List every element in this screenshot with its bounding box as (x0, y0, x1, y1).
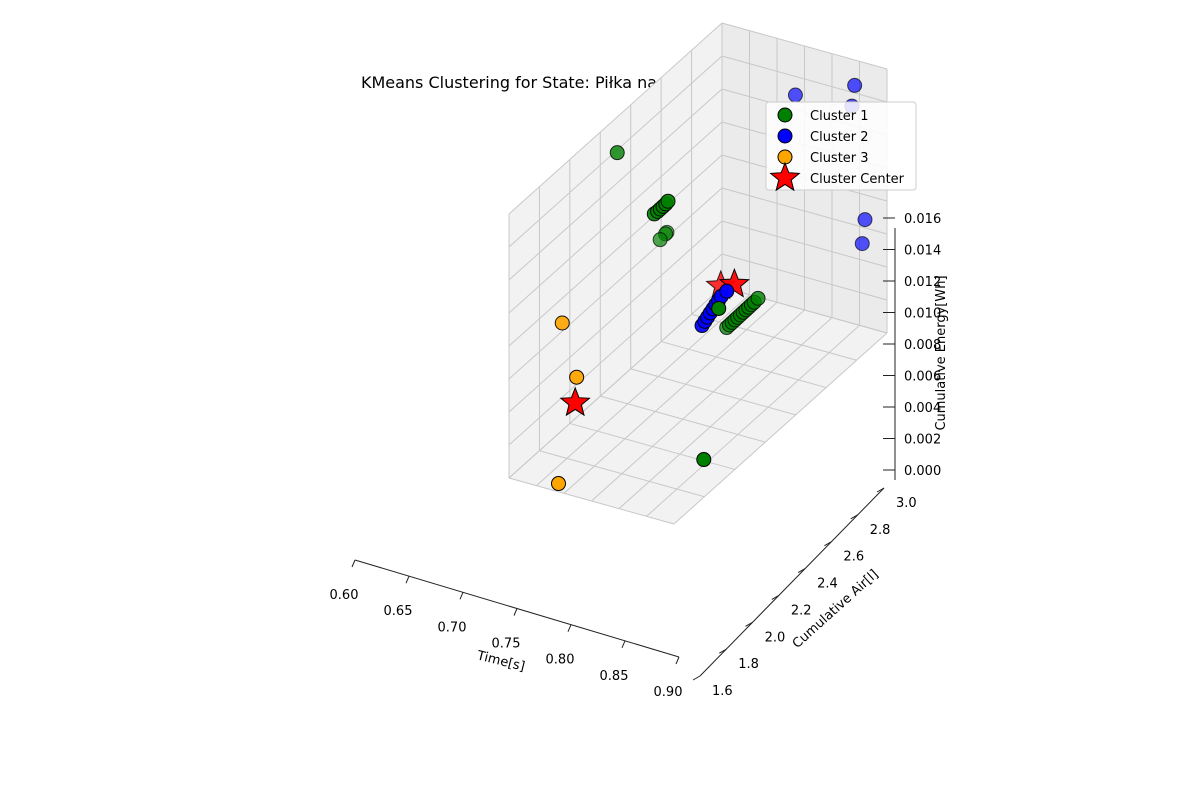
x-tick-mark (405, 575, 410, 584)
cluster-2-point (854, 236, 870, 252)
cluster-3-point (551, 476, 566, 492)
grid-line-z (508, 88, 723, 281)
legend-label: Cluster 2 (810, 130, 869, 145)
y-tick-mark (692, 675, 701, 681)
y-tick-label: 1.6 (712, 684, 733, 699)
y-tick-mark (719, 648, 727, 654)
legend-marker (777, 107, 793, 123)
legend: Cluster 1 Cluster 2 Cluster 3 Cluster Cente… (765, 101, 917, 192)
grid-line-y (630, 368, 796, 416)
legend-marker (777, 128, 793, 144)
y-tick-label: 2.0 (765, 630, 786, 645)
y-tick-mark (824, 541, 832, 547)
y-tick-label: 2.4 (817, 577, 838, 592)
y-tick-label: 2.2 (791, 603, 812, 618)
x-tick-mark (567, 624, 572, 632)
grid-line-y (539, 450, 705, 498)
grid-line-x (646, 324, 860, 517)
x-tick-mark (513, 608, 518, 616)
cluster-3-point (554, 315, 570, 331)
cluster-3-point (569, 369, 585, 385)
grid-line-z (508, 121, 723, 314)
cluster-1-point (652, 232, 668, 248)
z-tick-label: 0.006 (904, 370, 941, 385)
axis-ticks: 0.60 0.65 0.70 0.75 0.80 0.85 0.90 1.6 1.8 2.0 2.2… (330, 212, 942, 700)
legend-star-marker (769, 161, 801, 192)
axis-panes (509, 23, 887, 524)
grid-line-z (721, 22, 888, 70)
data-points (551, 77, 873, 492)
grid-line-y (600, 395, 766, 443)
grid-line-z (508, 154, 723, 347)
x-tick-label: 0.70 (438, 620, 467, 635)
legend-label: Cluster 3 (810, 151, 869, 166)
cluster-1-point (711, 300, 727, 316)
cluster-2-point (857, 212, 873, 228)
grid-line-z (721, 253, 888, 301)
x-tick-label: 0.85 (600, 669, 629, 684)
y-tick-mark (797, 568, 806, 574)
y-tick-label: 2.8 (870, 523, 891, 538)
grid-line-z (721, 286, 888, 334)
z-tick-label: 0.004 (904, 401, 941, 416)
z-tick-label: 0.010 (904, 307, 941, 322)
x-tick-label: 0.60 (330, 588, 359, 603)
grid-line-x (563, 301, 778, 494)
cluster-1-point (609, 145, 625, 161)
grid-line-z (508, 253, 723, 446)
z-tick-label: 0.008 (904, 338, 941, 353)
z-axis-label: Cumulative Energy[Wh] (934, 275, 949, 430)
z-tick-label: 0.016 (904, 212, 941, 227)
cluster-center-marker (718, 267, 751, 298)
x-tick-mark (675, 656, 680, 665)
y-tick-mark (745, 621, 753, 627)
x-tick-mark (621, 640, 626, 649)
legend-label: Cluster 1 (810, 109, 869, 124)
z-tick-label: 0.000 (904, 464, 941, 479)
legend-label: Cluster Center (810, 172, 905, 187)
grid-line-z (508, 286, 723, 479)
cluster-2-point (847, 77, 863, 93)
cluster-1-point (750, 290, 766, 306)
cluster-center-marker (559, 386, 591, 417)
grid-line-z (508, 187, 723, 380)
y-tick-label: 1.8 (738, 657, 759, 672)
grid-line-x (618, 317, 833, 510)
z-tick-label: 0.014 (904, 244, 941, 259)
grid-line-y (661, 341, 827, 389)
y-tick-mark (876, 487, 885, 493)
cluster-2-point (787, 87, 803, 103)
grid-line-x (591, 309, 805, 502)
x-tick-label: 0.65 (384, 604, 413, 619)
y-tick-mark (771, 594, 780, 600)
grid-line-y (508, 477, 675, 525)
x-tick-label: 0.75 (492, 637, 521, 652)
x-tick-label: 0.80 (546, 653, 575, 668)
grid-line-x (673, 332, 888, 525)
grid-line-z (721, 220, 888, 268)
grid-line-z (508, 220, 723, 413)
x-tick-mark (351, 559, 356, 568)
y-tick-label: 2.6 (843, 550, 864, 565)
cluster-1-point (660, 193, 676, 209)
grid-line-z (508, 22, 723, 215)
z-tick-label: 0.002 (904, 433, 941, 448)
grid-line-x (536, 294, 750, 487)
y-axis-line (699, 487, 885, 677)
cluster-1-point (696, 452, 712, 468)
legend-frame (765, 101, 917, 191)
grid-line-z (721, 187, 888, 235)
grid-line-y (691, 313, 857, 361)
x-tick-label: 0.90 (654, 685, 683, 700)
grid-line-z (721, 55, 888, 103)
x-axis-label: Time[s] (474, 648, 526, 675)
cluster-2-point (719, 283, 735, 299)
y-tick-label: 3.0 (896, 496, 917, 511)
y-tick-mark (850, 514, 858, 520)
z-tick-label: 0.012 (904, 275, 941, 290)
x-tick-mark (459, 592, 464, 600)
